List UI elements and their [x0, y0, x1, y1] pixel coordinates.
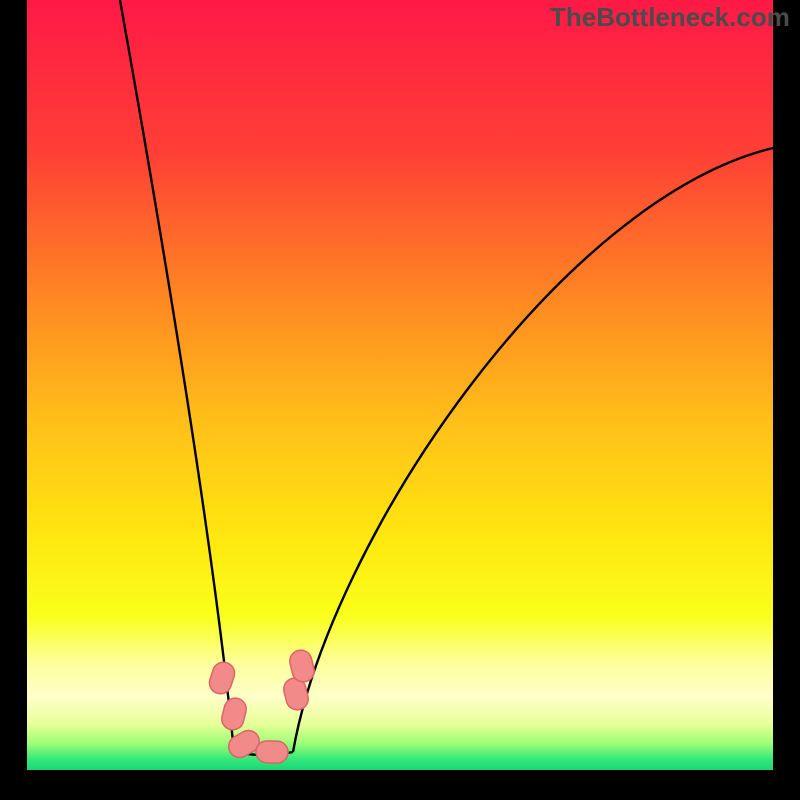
chart-svg [0, 0, 800, 800]
plot-area [27, 0, 773, 770]
watermark-text: TheBottleneck.com [550, 2, 790, 33]
data-marker [256, 740, 289, 763]
chart-canvas: TheBottleneck.com [0, 0, 800, 800]
